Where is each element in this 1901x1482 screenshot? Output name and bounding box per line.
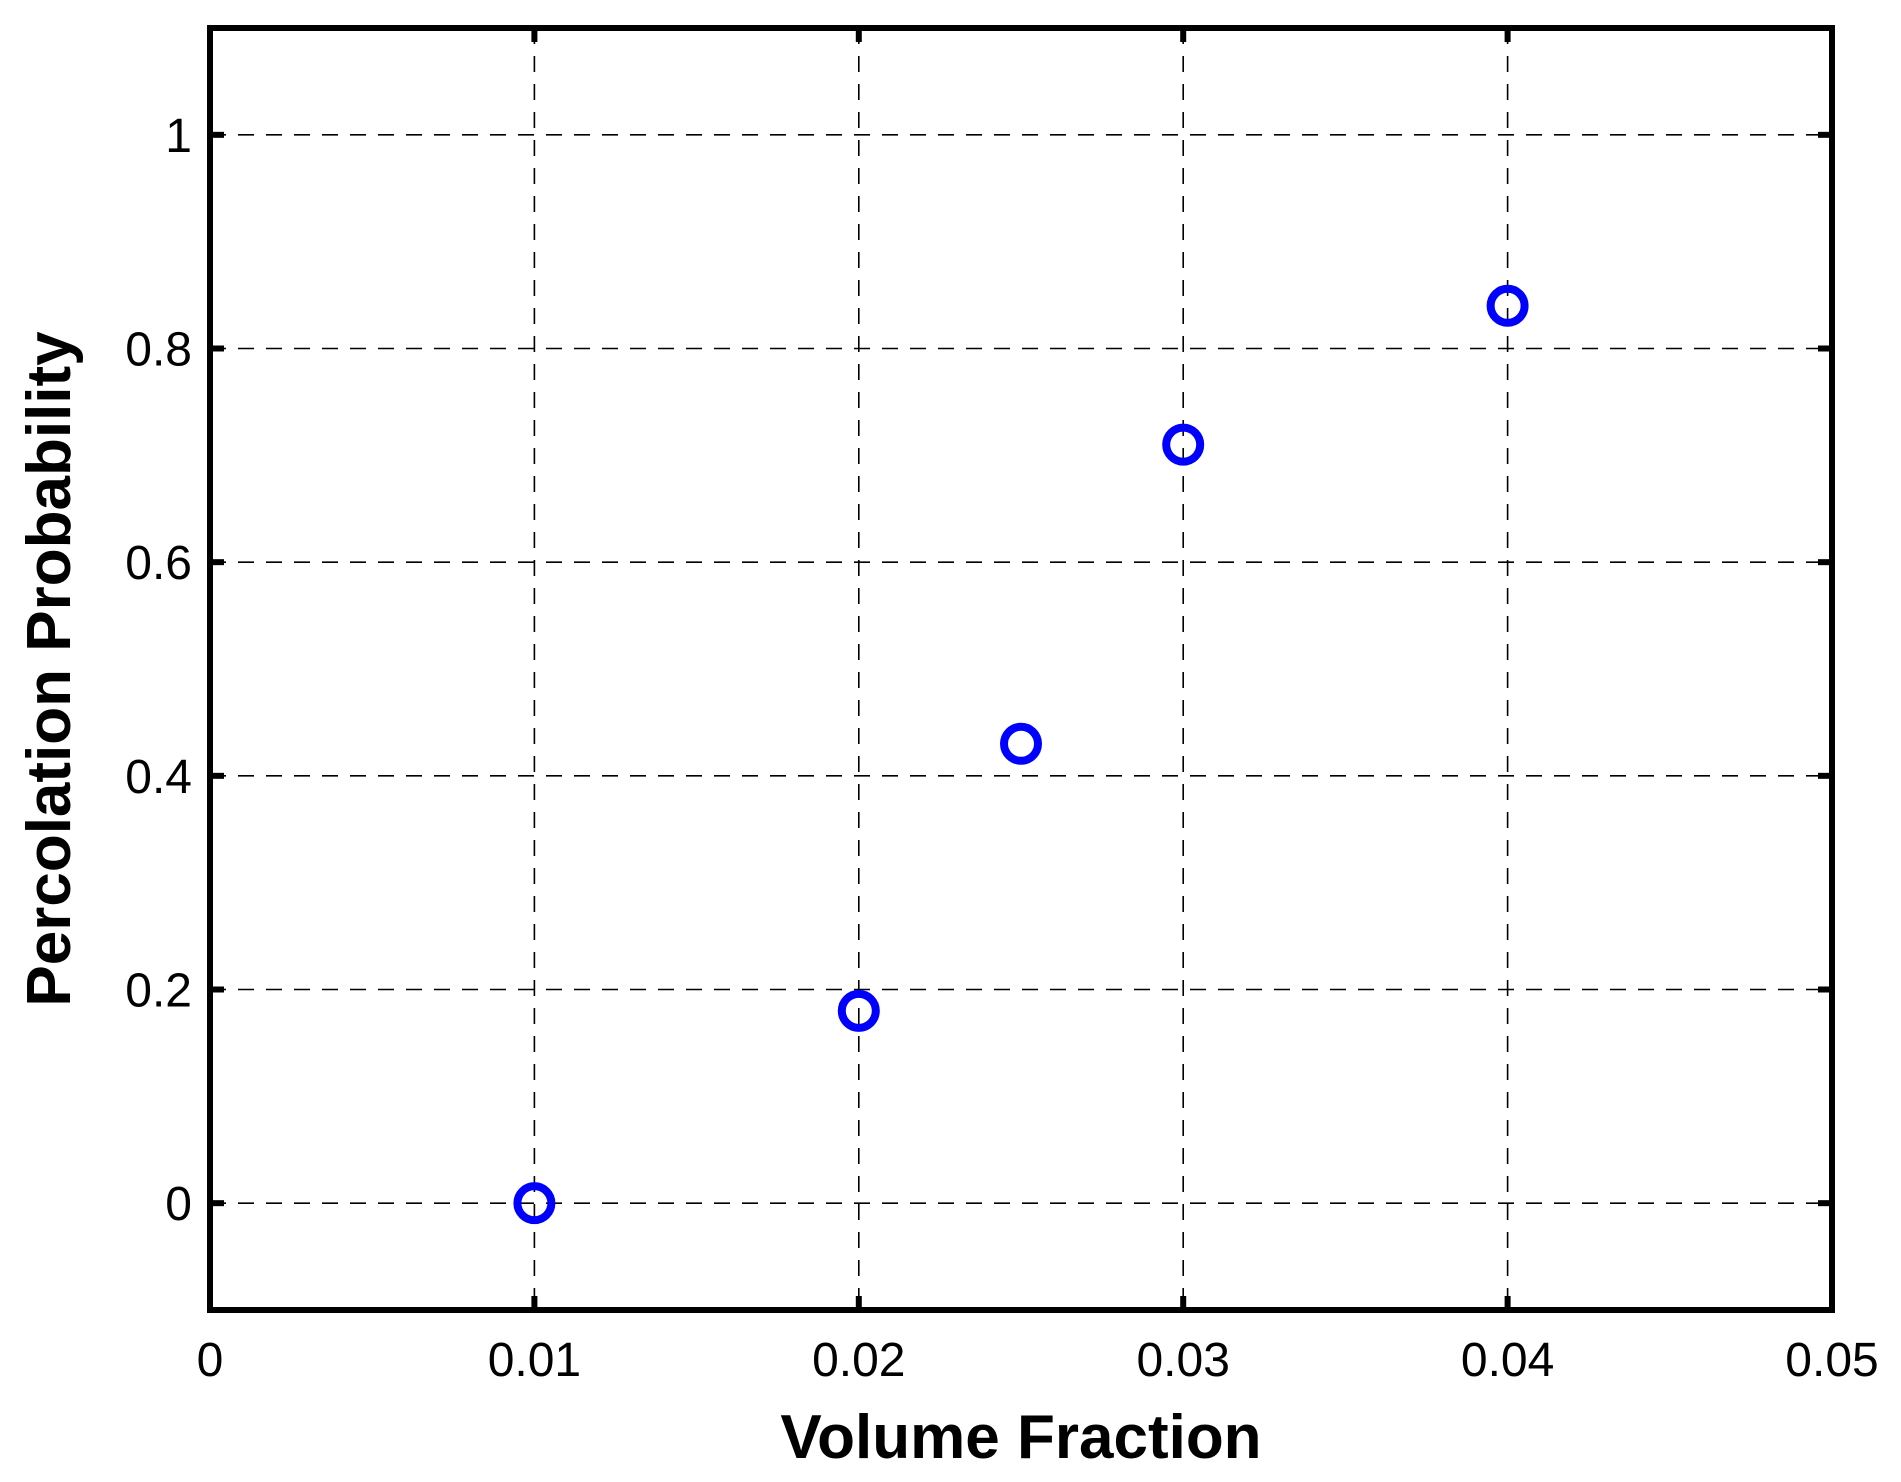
y-tick-label: 0.4 <box>125 751 192 804</box>
plot-frame <box>207 25 1835 1313</box>
data-point <box>513 1182 556 1225</box>
data-point <box>1162 423 1205 466</box>
x-tick-label: 0.04 <box>1461 1334 1554 1387</box>
y-tick-label: 0.8 <box>125 324 192 377</box>
x-tick-label: 0.05 <box>1785 1334 1878 1387</box>
y-tick-labels: 0 0.2 0.4 0.6 0.8 1 <box>125 110 192 1231</box>
data-point <box>1486 284 1529 327</box>
y-tick-label: 1 <box>165 110 192 163</box>
x-tick-label: 0 <box>197 1334 224 1387</box>
data-point <box>837 989 880 1032</box>
x-tick-labels: 0 0.01 0.02 0.03 0.04 0.05 <box>197 1334 1879 1387</box>
y-tick-label: 0 <box>165 1178 192 1231</box>
data-points <box>513 284 1529 1225</box>
data-point <box>1000 722 1042 765</box>
y-tick-label: 0.2 <box>125 965 192 1018</box>
y-axis-title: Percolation Probability <box>15 331 84 1007</box>
x-tick-label: 0.02 <box>812 1334 905 1387</box>
x-tick-label: 0.01 <box>488 1334 581 1387</box>
grid-layer <box>210 28 1832 1310</box>
x-tick-label: 0.03 <box>1136 1334 1229 1387</box>
x-axis-title: Volume Fraction <box>780 1403 1261 1472</box>
ticks-layer <box>207 28 1835 1310</box>
y-tick-label: 0.6 <box>125 537 192 590</box>
